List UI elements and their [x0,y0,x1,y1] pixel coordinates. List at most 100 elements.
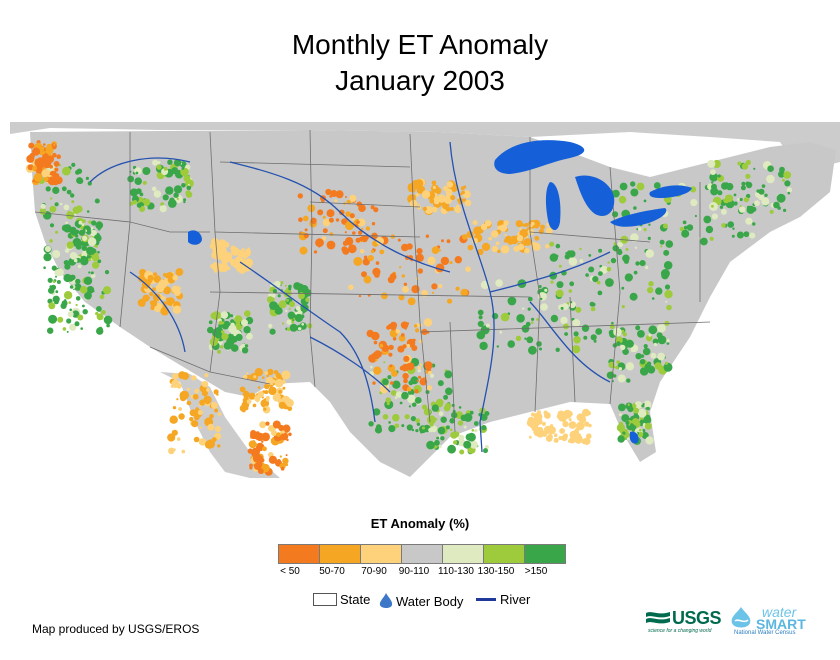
anomaly-patch [361,271,367,278]
anomaly-patch [660,338,663,341]
anomaly-patch [181,183,186,188]
anomaly-patch [409,201,414,205]
anomaly-patch [645,436,654,445]
anomaly-patch [63,291,73,300]
anomaly-patch [45,146,54,155]
anomaly-patch [657,323,666,333]
anomaly-patch [173,159,182,167]
anomaly-patch [637,431,644,438]
anomaly-patch [751,206,757,212]
anomaly-patch [584,421,590,427]
anomaly-patch [170,201,174,205]
anomaly-patch [388,344,394,351]
anomaly-patch [49,205,57,213]
anomaly-patch [743,197,750,203]
anomaly-patch [523,224,526,227]
anomaly-patch [741,181,746,186]
anomaly-patch [179,390,189,400]
anomaly-patch [527,307,531,311]
anomaly-patch [166,297,175,306]
anomaly-patch [248,392,256,400]
anomaly-patch [408,188,412,192]
anomaly-patch [421,190,431,199]
anomaly-patch [380,385,389,394]
anomaly-patch [568,257,578,266]
anomaly-patch [90,271,94,275]
anomaly-patch [515,220,523,228]
anomaly-patch [731,234,735,238]
anomaly-patch [272,393,281,402]
anomaly-patch [349,213,355,219]
anomaly-patch [495,279,503,287]
anomaly-patch [226,337,235,346]
map-credit: Map produced by USGS/EROS [32,622,200,636]
anomaly-patch [214,408,219,413]
anomaly-patch [619,429,623,433]
anomaly-patch [616,360,620,364]
anomaly-patch [96,306,102,312]
anomaly-patch [293,282,301,290]
legend-label: 90-110 [398,566,430,577]
anomaly-patch [363,275,372,284]
anomaly-patch [539,347,542,351]
anomaly-patch [349,194,357,202]
anomaly-patch [415,253,424,262]
anomaly-patch [625,402,633,410]
anomaly-patch [400,321,409,329]
anomaly-patch [152,287,156,292]
anomaly-patch [48,314,58,324]
anomaly-patch [80,327,83,330]
anomaly-patch [276,432,281,437]
anomaly-patch [375,358,378,362]
anomaly-patch [622,332,628,337]
anomaly-patch [353,256,363,266]
anomaly-patch [627,403,630,406]
legend-key-river: River [476,592,530,607]
anomaly-patch [438,411,444,416]
anomaly-patch [162,273,167,277]
anomaly-patch [43,143,46,146]
anomaly-patch [55,290,59,294]
anomaly-patch [469,440,478,449]
anomaly-patch [140,302,146,307]
anomaly-patch [523,238,532,246]
anomaly-patch [458,406,462,409]
anomaly-patch [406,362,415,371]
anomaly-patch [194,414,200,421]
anomaly-patch [221,333,229,341]
anomaly-patch [262,446,267,452]
anomaly-patch [169,197,175,203]
anomaly-patch [178,413,185,420]
anomaly-patch [454,206,461,214]
anomaly-patch [639,358,646,365]
anomaly-patch [588,423,592,428]
anomaly-patch [52,295,60,303]
anomaly-patch [83,276,93,285]
anomaly-patch [274,378,284,388]
legend-swatches [278,544,566,564]
anomaly-patch [662,223,668,229]
anomaly-patch [745,181,753,189]
anomaly-patch [534,235,540,241]
anomaly-patch [370,205,375,210]
anomaly-patch [74,283,82,291]
anomaly-patch [635,261,640,266]
anomaly-patch [52,186,60,194]
anomaly-patch [474,428,478,433]
anomaly-patch [640,354,645,358]
anomaly-patch [371,222,376,226]
anomaly-patch [181,449,186,454]
anomaly-patch [528,345,537,355]
anomaly-patch [335,218,340,222]
anomaly-patch [52,250,61,258]
anomaly-patch [721,223,726,228]
anomaly-patch [427,256,436,265]
anomaly-patch [241,319,248,327]
anomaly-patch [230,344,239,352]
anomaly-patch [656,332,663,339]
anomaly-patch [65,221,68,225]
anomaly-patch [286,299,289,302]
anomaly-patch [390,324,397,331]
anomaly-patch [241,343,245,347]
anomaly-patch [32,147,41,156]
